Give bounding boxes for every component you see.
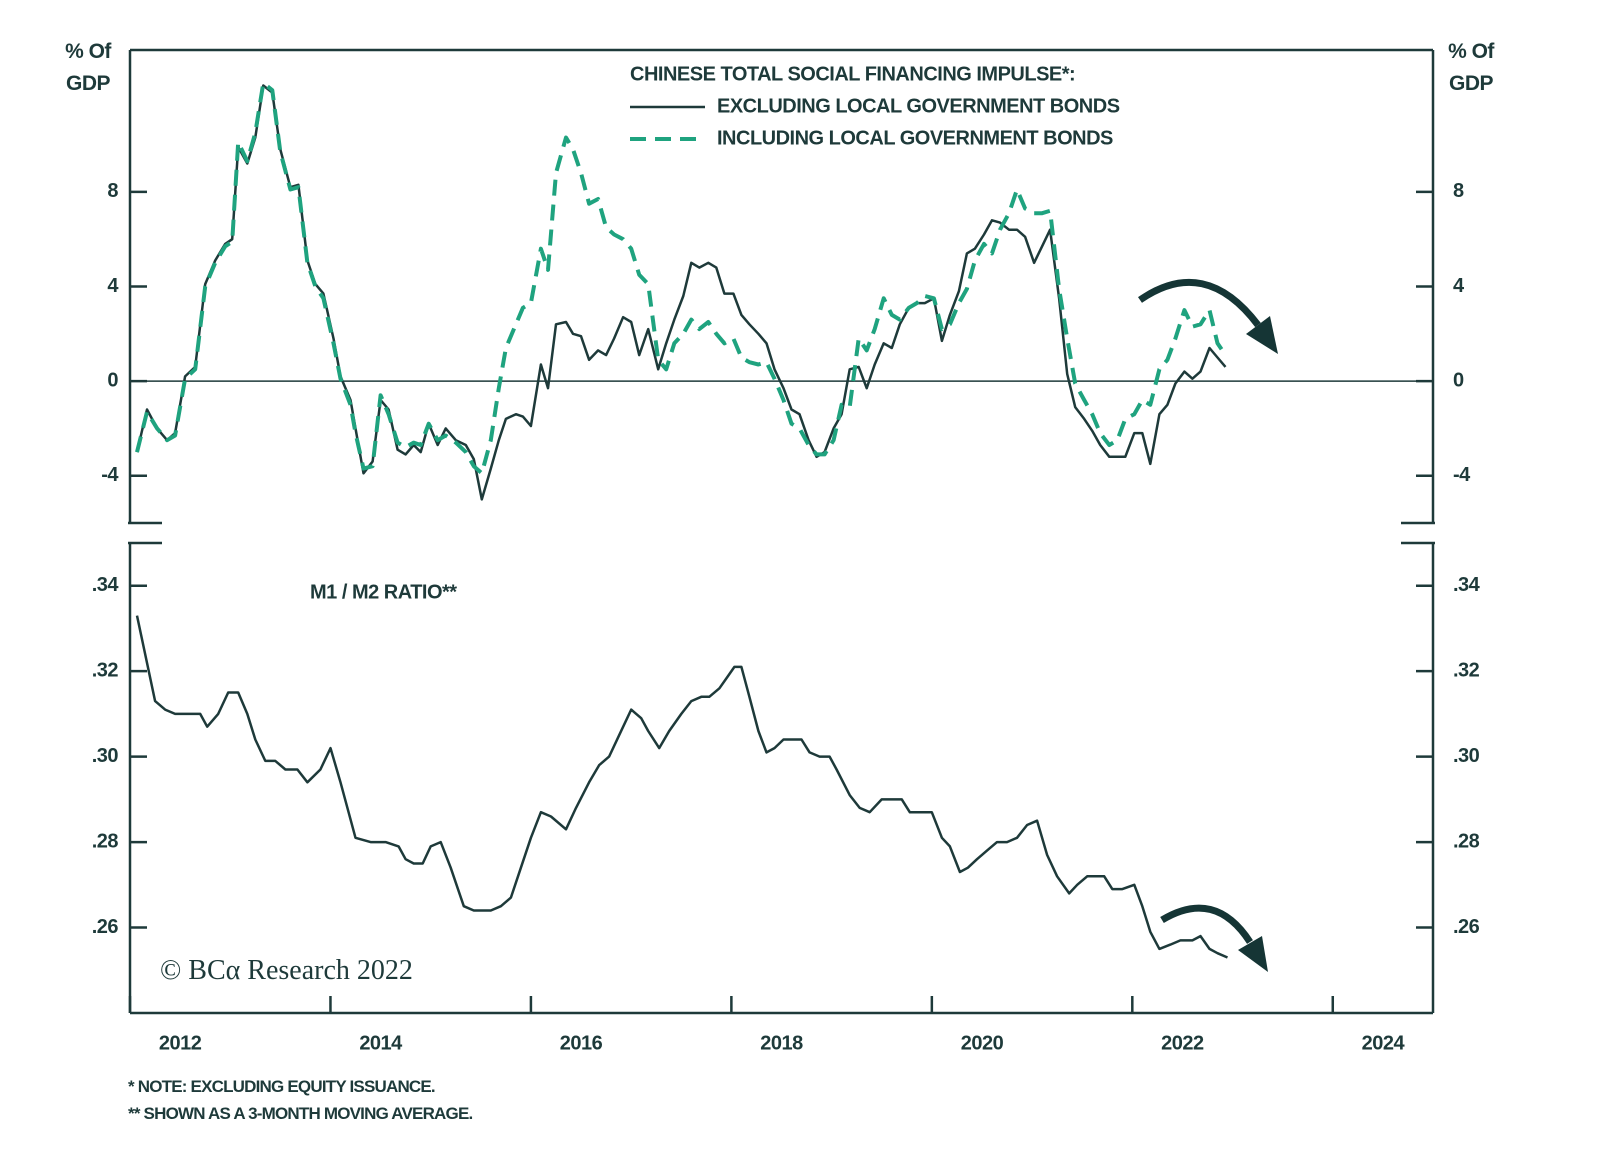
y-tick-label: .30 xyxy=(1453,745,1480,767)
y-tick-label: 8 xyxy=(1453,180,1464,202)
arrow-arc xyxy=(1160,904,1253,944)
series-line xyxy=(135,84,1227,501)
y-tick-label: 4 xyxy=(1453,275,1465,297)
y-tick-label: -4 xyxy=(101,464,119,486)
y-tick-label: .26 xyxy=(92,916,119,938)
series-line xyxy=(135,615,1228,959)
x-tick-label: 2022 xyxy=(1161,1032,1204,1054)
y-axis-label: % Of GDP xyxy=(1448,40,1494,95)
y-tick-label: .34 xyxy=(92,574,120,596)
panel-title: M1 / M2 RATIO** xyxy=(310,581,457,603)
trend-arrow xyxy=(1138,278,1278,972)
y-tick-label: .26 xyxy=(1453,916,1480,938)
y-tick-label: 8 xyxy=(107,180,118,202)
legend-label: INCLUDING LOCAL GOVERNMENT BONDS xyxy=(717,127,1113,149)
y-tick-label: .32 xyxy=(92,659,119,681)
y-tick-label: 4 xyxy=(107,275,119,297)
arrow-arc xyxy=(1138,278,1261,328)
y-axis-label: % Of GDP xyxy=(65,40,111,95)
series-line xyxy=(135,81,1228,476)
x-tick-label: 2018 xyxy=(760,1032,803,1054)
x-tick-label: 2012 xyxy=(159,1032,202,1054)
footnote: * NOTE: EXCLUDING EQUITY ISSUANCE. xyxy=(128,1077,436,1096)
y-tick-label: 0 xyxy=(107,369,118,391)
arrow-head xyxy=(1246,316,1278,354)
y-tick-label: .34 xyxy=(1453,574,1481,596)
watermark: © BCα Research 2022 xyxy=(160,955,413,986)
arrow-head xyxy=(1238,936,1268,972)
legend-label: EXCLUDING LOCAL GOVERNMENT BONDS xyxy=(717,95,1120,117)
footnote: ** SHOWN AS A 3-MONTH MOVING AVERAGE. xyxy=(128,1104,473,1123)
x-tick-label: 2024 xyxy=(1362,1032,1406,1054)
x-tick-label: 2020 xyxy=(961,1032,1004,1054)
y-tick-label: -4 xyxy=(1453,464,1471,486)
y-tick-label: .28 xyxy=(1453,830,1480,852)
legend-title: CHINESE TOTAL SOCIAL FINANCING IMPULSE*: xyxy=(630,63,1075,85)
x-tick-label: 2016 xyxy=(560,1032,603,1054)
y-tick-label: .32 xyxy=(1453,659,1480,681)
y-tick-label: 0 xyxy=(1453,369,1464,391)
y-tick-label: .28 xyxy=(92,830,119,852)
x-tick-label: 2014 xyxy=(359,1032,403,1054)
y-tick-label: .30 xyxy=(92,745,119,767)
